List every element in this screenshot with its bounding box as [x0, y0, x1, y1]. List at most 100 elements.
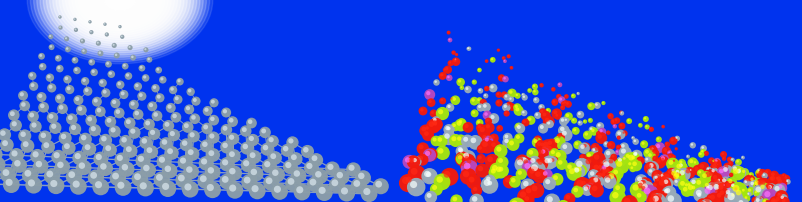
Point [10, 124, 22, 127]
Point [401, 158, 414, 162]
Point [29, 125, 42, 128]
Point [434, 149, 447, 153]
Point [188, 117, 201, 120]
Point [516, 95, 529, 98]
Point [566, 118, 579, 121]
Point [591, 167, 604, 171]
Point [733, 167, 746, 170]
Point [527, 171, 540, 175]
Point [505, 105, 518, 109]
Point [629, 152, 642, 155]
Point [100, 33, 113, 36]
Point [435, 99, 448, 103]
Point [241, 146, 253, 150]
Point [599, 171, 612, 174]
Point [427, 138, 440, 141]
Point [549, 176, 561, 179]
Point [109, 174, 122, 178]
Point [228, 171, 241, 175]
Point [531, 114, 544, 117]
Point [47, 182, 60, 185]
Point [63, 146, 75, 149]
Point [99, 91, 112, 95]
Point [27, 123, 40, 127]
Point [99, 167, 111, 170]
Point [102, 146, 115, 150]
Point [765, 177, 778, 180]
Point [772, 194, 784, 197]
Point [481, 139, 494, 143]
Point [634, 179, 647, 182]
Point [593, 166, 606, 169]
Point [573, 162, 585, 165]
Point [780, 177, 792, 180]
Point [693, 152, 706, 155]
Point [559, 118, 572, 121]
Point [577, 119, 590, 123]
Point [596, 101, 609, 104]
Point [683, 186, 696, 189]
Point [739, 180, 751, 183]
Point [661, 191, 674, 194]
Point [753, 197, 766, 200]
Point [218, 178, 231, 181]
Point [537, 151, 550, 155]
Point [0, 171, 12, 174]
Point [712, 179, 725, 182]
Point [519, 159, 532, 162]
Point [751, 171, 764, 175]
Point [545, 200, 557, 202]
Point [226, 137, 239, 140]
Point [662, 172, 675, 175]
Point [282, 163, 294, 167]
Point [140, 141, 152, 144]
Point [753, 190, 766, 193]
Point [102, 63, 115, 66]
Point [499, 111, 512, 114]
Point [630, 154, 642, 157]
Point [305, 166, 318, 169]
Point [554, 98, 567, 102]
Point [633, 123, 646, 126]
Point [435, 73, 448, 77]
Point [581, 160, 594, 163]
Point [71, 155, 84, 158]
Point [111, 177, 124, 180]
Point [429, 119, 442, 122]
Point [67, 175, 80, 178]
Point [59, 37, 72, 40]
Point [461, 175, 474, 178]
Point [656, 177, 669, 180]
Point [646, 165, 658, 169]
Point [54, 97, 67, 100]
Point [585, 180, 597, 183]
Point [662, 151, 675, 155]
Point [497, 59, 510, 62]
Point [68, 17, 81, 21]
Point [187, 116, 200, 119]
Point [261, 148, 273, 151]
Point [723, 192, 735, 195]
Point [107, 128, 119, 132]
Point [76, 39, 89, 43]
Point [640, 187, 653, 190]
Point [571, 92, 584, 95]
Point [200, 144, 213, 147]
Point [345, 166, 358, 169]
Point [308, 183, 321, 186]
Point [574, 165, 587, 168]
Point [740, 177, 753, 181]
Point [139, 48, 152, 51]
Point [424, 196, 437, 199]
Point [622, 162, 635, 165]
Ellipse shape [53, 0, 187, 46]
Point [167, 88, 180, 92]
Point [205, 152, 217, 155]
Ellipse shape [82, 0, 158, 26]
Point [562, 197, 575, 200]
Point [706, 174, 719, 177]
Point [239, 129, 252, 133]
Point [77, 136, 90, 139]
Point [542, 182, 555, 185]
Point [128, 131, 140, 134]
